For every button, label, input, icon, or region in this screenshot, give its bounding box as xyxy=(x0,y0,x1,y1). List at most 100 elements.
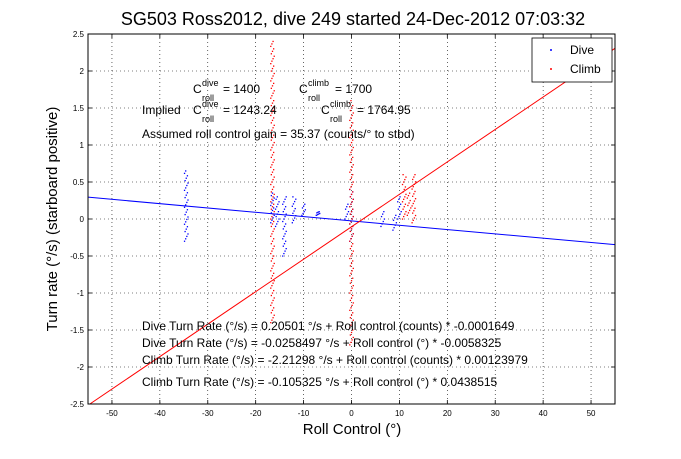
point-climb xyxy=(270,270,272,272)
point-climb xyxy=(352,181,354,183)
point-climb xyxy=(271,240,274,242)
point-climb xyxy=(271,206,274,208)
point-dive xyxy=(382,213,384,215)
point-climb xyxy=(271,309,274,311)
annotation-fit-climb-degrees: Climb Turn Rate (°/s) = -0.105325 °/s + … xyxy=(142,375,498,389)
point-climb xyxy=(272,65,275,67)
tick-label-y: -1 xyxy=(77,289,85,298)
point-dive xyxy=(316,214,319,216)
point-dive xyxy=(282,245,284,247)
point-climb xyxy=(349,309,351,311)
point-dive xyxy=(283,218,285,220)
point-climb xyxy=(272,203,275,205)
point-climb xyxy=(350,297,353,299)
point-climb xyxy=(352,129,354,131)
point-dive xyxy=(186,184,188,187)
point-dive xyxy=(292,212,294,214)
point-climb xyxy=(352,215,354,218)
tick-label-x: 50 xyxy=(587,409,596,418)
tick-label-x: 30 xyxy=(491,409,500,418)
point-dive xyxy=(271,219,273,221)
point-climb xyxy=(271,198,273,200)
point-climb xyxy=(270,87,273,89)
point-climb xyxy=(404,196,406,198)
point-dive xyxy=(284,240,287,242)
tick-label-y: 0.5 xyxy=(73,178,85,187)
point-climb xyxy=(352,243,354,245)
point-climb xyxy=(413,200,416,202)
point-climb xyxy=(350,151,352,154)
point-climb xyxy=(349,144,352,146)
point-climb xyxy=(351,166,353,168)
point-climb xyxy=(270,243,273,245)
legend-label-dive: Dive xyxy=(570,43,594,57)
point-climb xyxy=(349,127,352,129)
point-dive xyxy=(275,215,277,218)
tick-label-x: -10 xyxy=(298,409,310,418)
point-climb xyxy=(270,114,272,117)
point-climb xyxy=(408,202,410,204)
point-climb xyxy=(351,235,353,237)
point-climb xyxy=(405,193,407,196)
point-climb xyxy=(272,178,274,181)
point-climb xyxy=(272,40,274,43)
point-dive xyxy=(291,222,293,224)
point-dive xyxy=(284,206,287,208)
point-climb xyxy=(412,212,414,214)
point-dive xyxy=(185,194,187,196)
point-climb xyxy=(273,211,275,213)
point-climb xyxy=(273,228,275,230)
point-dive xyxy=(185,187,187,189)
point-dive xyxy=(276,223,278,225)
point-dive xyxy=(282,255,284,257)
point-dive xyxy=(317,211,319,213)
point-dive xyxy=(283,235,285,237)
point-dive xyxy=(185,177,187,179)
point-climb xyxy=(405,176,407,178)
point-climb xyxy=(414,214,417,217)
point-dive xyxy=(315,214,317,216)
point-climb xyxy=(349,109,352,112)
point-dive xyxy=(304,209,307,211)
point-climb xyxy=(352,312,354,314)
implied-c-dive-symbol: C xyxy=(193,103,202,117)
point-climb xyxy=(270,183,272,186)
point-climb xyxy=(271,223,274,225)
point-climb xyxy=(352,164,354,166)
point-climb xyxy=(273,124,275,126)
c-dive-symbol: C xyxy=(193,82,202,96)
point-climb xyxy=(272,186,275,188)
point-climb xyxy=(271,43,273,45)
point-dive xyxy=(283,225,286,228)
point-climb xyxy=(272,289,275,292)
point-climb xyxy=(352,174,354,176)
point-climb xyxy=(350,117,352,119)
point-climb xyxy=(270,139,273,141)
point-dive xyxy=(303,211,305,213)
point-climb xyxy=(271,319,273,321)
point-dive xyxy=(283,208,286,210)
point-climb xyxy=(270,312,273,314)
point-dive xyxy=(185,228,187,230)
annotation-c-roll-implied: Implied C dive roll = 1243.24 C climb ro… xyxy=(142,99,411,124)
point-dive xyxy=(293,210,295,212)
point-dive xyxy=(317,213,320,215)
point-dive xyxy=(187,182,189,184)
point-climb xyxy=(273,297,275,299)
point-climb xyxy=(349,344,351,346)
point-climb xyxy=(271,181,273,183)
point-climb xyxy=(408,192,411,194)
point-climb xyxy=(406,197,408,199)
point-climb xyxy=(349,178,352,181)
point-dive xyxy=(185,211,187,213)
point-dive xyxy=(278,201,280,203)
point-climb xyxy=(272,220,275,223)
point-climb xyxy=(349,326,351,329)
point-climb xyxy=(349,196,352,198)
point-dive xyxy=(282,203,284,205)
point-climb xyxy=(273,314,275,316)
point-climb xyxy=(349,265,352,267)
point-climb xyxy=(272,307,275,309)
point-climb xyxy=(270,277,273,279)
implied-c-climb-value: = 1764.95 xyxy=(357,103,411,117)
